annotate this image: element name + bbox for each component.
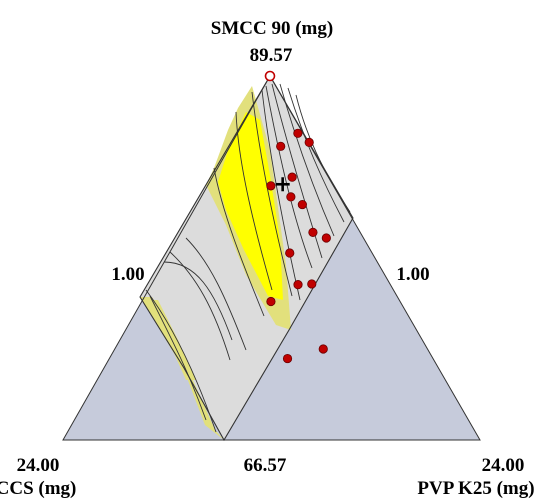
top-apex-value: 89.57 [250, 45, 293, 66]
feasible-region-border [139, 74, 354, 442]
design-point [308, 227, 318, 237]
left-edge-value: 1.00 [111, 264, 144, 285]
right-edge-value: 1.00 [396, 264, 429, 285]
design-point [321, 233, 331, 243]
design-point [307, 279, 317, 289]
design-point [287, 172, 297, 182]
top-axis-title: SMCC 90 (mg) [211, 18, 333, 39]
design-point [276, 141, 286, 151]
design-point [286, 192, 296, 202]
design-point [293, 280, 303, 290]
contour-line [271, 83, 323, 259]
design-point [304, 137, 314, 147]
design-point [266, 181, 276, 191]
contour-line [185, 237, 247, 351]
bottom-edge-value: 66.57 [244, 455, 287, 476]
bottom-right-axis-title: PVP K25 (mg) [417, 478, 534, 499]
bottom-left-axis-title: CCS (mg) [0, 478, 76, 499]
bottom-right-apex-value: 24.00 [482, 455, 525, 476]
triangle-frame [62, 74, 481, 442]
design-point [285, 248, 295, 258]
design-point [318, 344, 328, 354]
contour-line [265, 85, 313, 269]
optimum-marker [275, 177, 290, 192]
contour-line [235, 111, 273, 291]
design-point-open [264, 70, 276, 82]
contour-line [287, 87, 345, 223]
contour-line [163, 261, 233, 341]
margin-band-left [140, 297, 224, 440]
design-point [293, 128, 303, 138]
contour-line [251, 91, 293, 297]
margin-band-lower [150, 300, 196, 380]
design-point [282, 353, 293, 364]
regions-layer [63, 76, 480, 440]
design-point [266, 296, 276, 307]
contour-line [169, 251, 231, 361]
contour-line [213, 167, 265, 317]
design-points [264, 70, 331, 364]
bottom-left-apex-value: 24.00 [17, 455, 60, 476]
design-point [297, 199, 307, 210]
contour-line [149, 295, 207, 421]
outer-triangle-border [62, 74, 481, 441]
contour-line [261, 89, 301, 301]
